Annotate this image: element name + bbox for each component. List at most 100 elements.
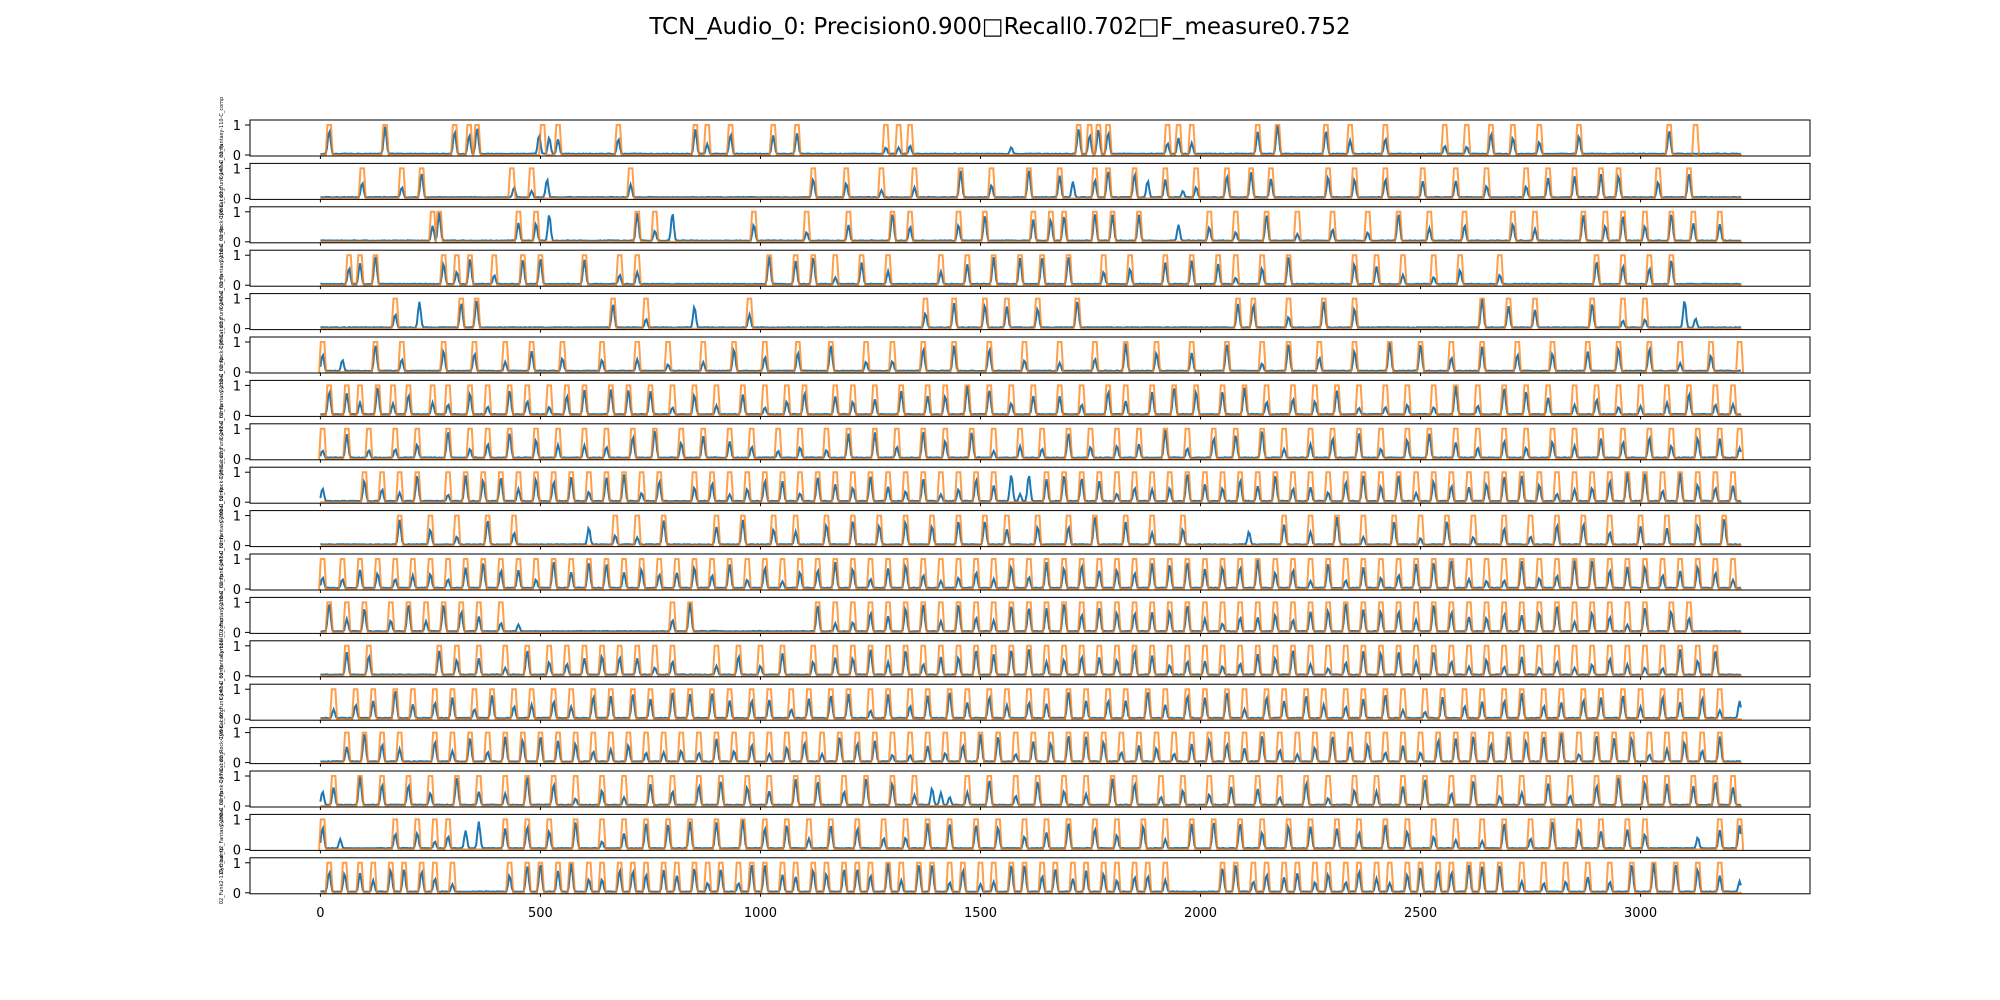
ground-truth-line — [320, 254, 1742, 287]
x-tick-label: 1000 — [744, 906, 777, 921]
y-tick-label: 0 — [233, 323, 241, 338]
y-tick-label: 0 — [233, 800, 241, 815]
subplot-ylabel: Cymbal_02_Funk-147-C_comp — [219, 751, 225, 826]
y-tick-label: 0 — [233, 757, 241, 772]
y-tick-label: 1 — [233, 727, 241, 742]
subplot-frame — [249, 553, 1811, 591]
ground-truth-line — [320, 601, 1742, 634]
subplot-frame — [249, 379, 1811, 417]
y-tick-label: 0 — [233, 409, 241, 424]
y-tick-label: 1 — [233, 249, 241, 264]
x-tick-label: 3000 — [1624, 906, 1657, 921]
y-tick-label: 0 — [233, 670, 241, 685]
chart-title: TCN_Audio_0: Precision0.900□Recall0.702□… — [649, 14, 1351, 40]
ground-truth-line — [320, 124, 1742, 156]
ground-truth-line — [318, 341, 1745, 373]
subplot-ylabel: 02_Funk2-119-C_comp — [219, 847, 225, 904]
y-tick-label: 0 — [233, 540, 241, 555]
prediction-line — [319, 776, 1741, 807]
y-tick-label: 0 — [233, 843, 241, 858]
ground-truth-line — [318, 558, 1742, 590]
subplot: 0 1 Cymbal_02_Funk-147-C_comp — [219, 274, 1811, 349]
y-tick-label: 1 — [233, 423, 241, 438]
x-tick-label: 2500 — [1404, 906, 1437, 921]
ground-truth-line — [320, 210, 1742, 243]
y-tick-label: 0 — [233, 453, 241, 468]
y-tick-label: 1 — [233, 293, 241, 308]
subplot: 0 1 Cymbal_02_Funk-147-C_comp — [219, 665, 1811, 740]
subplot-ylabel: Cymbal_02_Rock-108-C_comp — [219, 187, 225, 262]
ground-truth-line — [320, 861, 1742, 894]
ground-truth-line — [320, 731, 1742, 764]
prediction-line — [320, 602, 1742, 633]
x-tick-label: 1500 — [964, 906, 997, 921]
prediction-line — [320, 516, 1741, 546]
y-tick-label: 0 — [233, 192, 241, 207]
y-tick-label: 0 — [233, 583, 241, 598]
ground-truth-line — [320, 644, 1742, 677]
y-tick-label: 1 — [233, 813, 241, 828]
y-tick-label: 1 — [233, 857, 241, 872]
subplot-frame — [249, 293, 1811, 331]
y-tick-label: 1 — [233, 770, 241, 785]
subplot-frame — [249, 423, 1811, 461]
y-tick-label: 0 — [233, 626, 241, 641]
y-tick-label: 1 — [233, 119, 241, 134]
subplot-frame — [249, 206, 1811, 244]
x-tick-label: 500 — [528, 906, 553, 921]
ground-truth-line — [318, 818, 1745, 851]
ground-truth-line — [318, 427, 1745, 460]
subplot-frame — [249, 466, 1811, 504]
subplot-ylabel: Cymbal_02_Rock-108-C_comp — [219, 317, 225, 392]
y-tick-label: 0 — [233, 366, 241, 381]
subplot-ylabel: Cymbal_02_Fantasy-110-C_comp — [219, 97, 225, 179]
subplot-ylabel: Cymbal_02_Fantasy-200-C_comp — [219, 487, 225, 569]
subplot-ylabel: Cymbal_02_Funk-147-C_comp — [219, 665, 225, 740]
y-tick-label: 0 — [233, 887, 241, 902]
subplot-ylabel: Cymbal_02_Fantasy-100-C_comp — [219, 791, 225, 873]
x-tick-label: 0 — [316, 906, 324, 921]
subplot-frame — [249, 727, 1811, 765]
ground-truth-line — [320, 775, 1742, 807]
subplot-ylabel: Cymbal_02_Funk-147-C_comp — [219, 404, 225, 479]
subplot-ylabel: Cymbal_02_Rock-108-C_comp — [219, 448, 225, 523]
subplot-ylabel: Cymbal_02_Funk-147-C_comp — [219, 274, 225, 349]
y-tick-label: 0 — [233, 149, 241, 164]
subplot-ylabel: Cymbal_02_Fantasy-110-C_comp — [219, 574, 225, 656]
y-tick-label: 1 — [233, 553, 241, 568]
ground-truth-line — [320, 471, 1742, 504]
subplot-ylabel: Cymbal_02_Rock-108-C_comp — [219, 708, 225, 783]
subplot-frame — [249, 857, 1811, 895]
y-tick-label: 1 — [233, 510, 241, 525]
ground-truth-line — [320, 688, 1742, 721]
y-tick-label: 1 — [233, 162, 241, 177]
y-tick-label: 1 — [233, 206, 241, 221]
ground-truth-line — [320, 167, 1742, 200]
subplot: 0 1 02_Funk2-119-C_comp — [219, 847, 1811, 904]
subplot-ylabel: Cymbal_02_Fantasy-110-C_comp — [219, 357, 225, 439]
prediction-line — [320, 256, 1742, 286]
subplot-ylabel: Cymbal_02_Fantasy-110-C_comp — [219, 618, 225, 700]
subplot-frame — [249, 510, 1811, 548]
prediction-line — [320, 298, 1742, 330]
y-tick-label: 1 — [233, 640, 241, 655]
y-tick-label: 0 — [233, 496, 241, 511]
subplot-frame — [249, 162, 1811, 200]
prediction-line — [320, 862, 1742, 894]
subplot-frame — [249, 596, 1811, 634]
subplot-frame — [249, 336, 1811, 374]
y-tick-label: 1 — [233, 466, 241, 481]
y-tick-label: 1 — [233, 379, 241, 394]
subplot-ylabel: Cymbal_02_Fantasy-110-C_comp — [219, 227, 225, 309]
